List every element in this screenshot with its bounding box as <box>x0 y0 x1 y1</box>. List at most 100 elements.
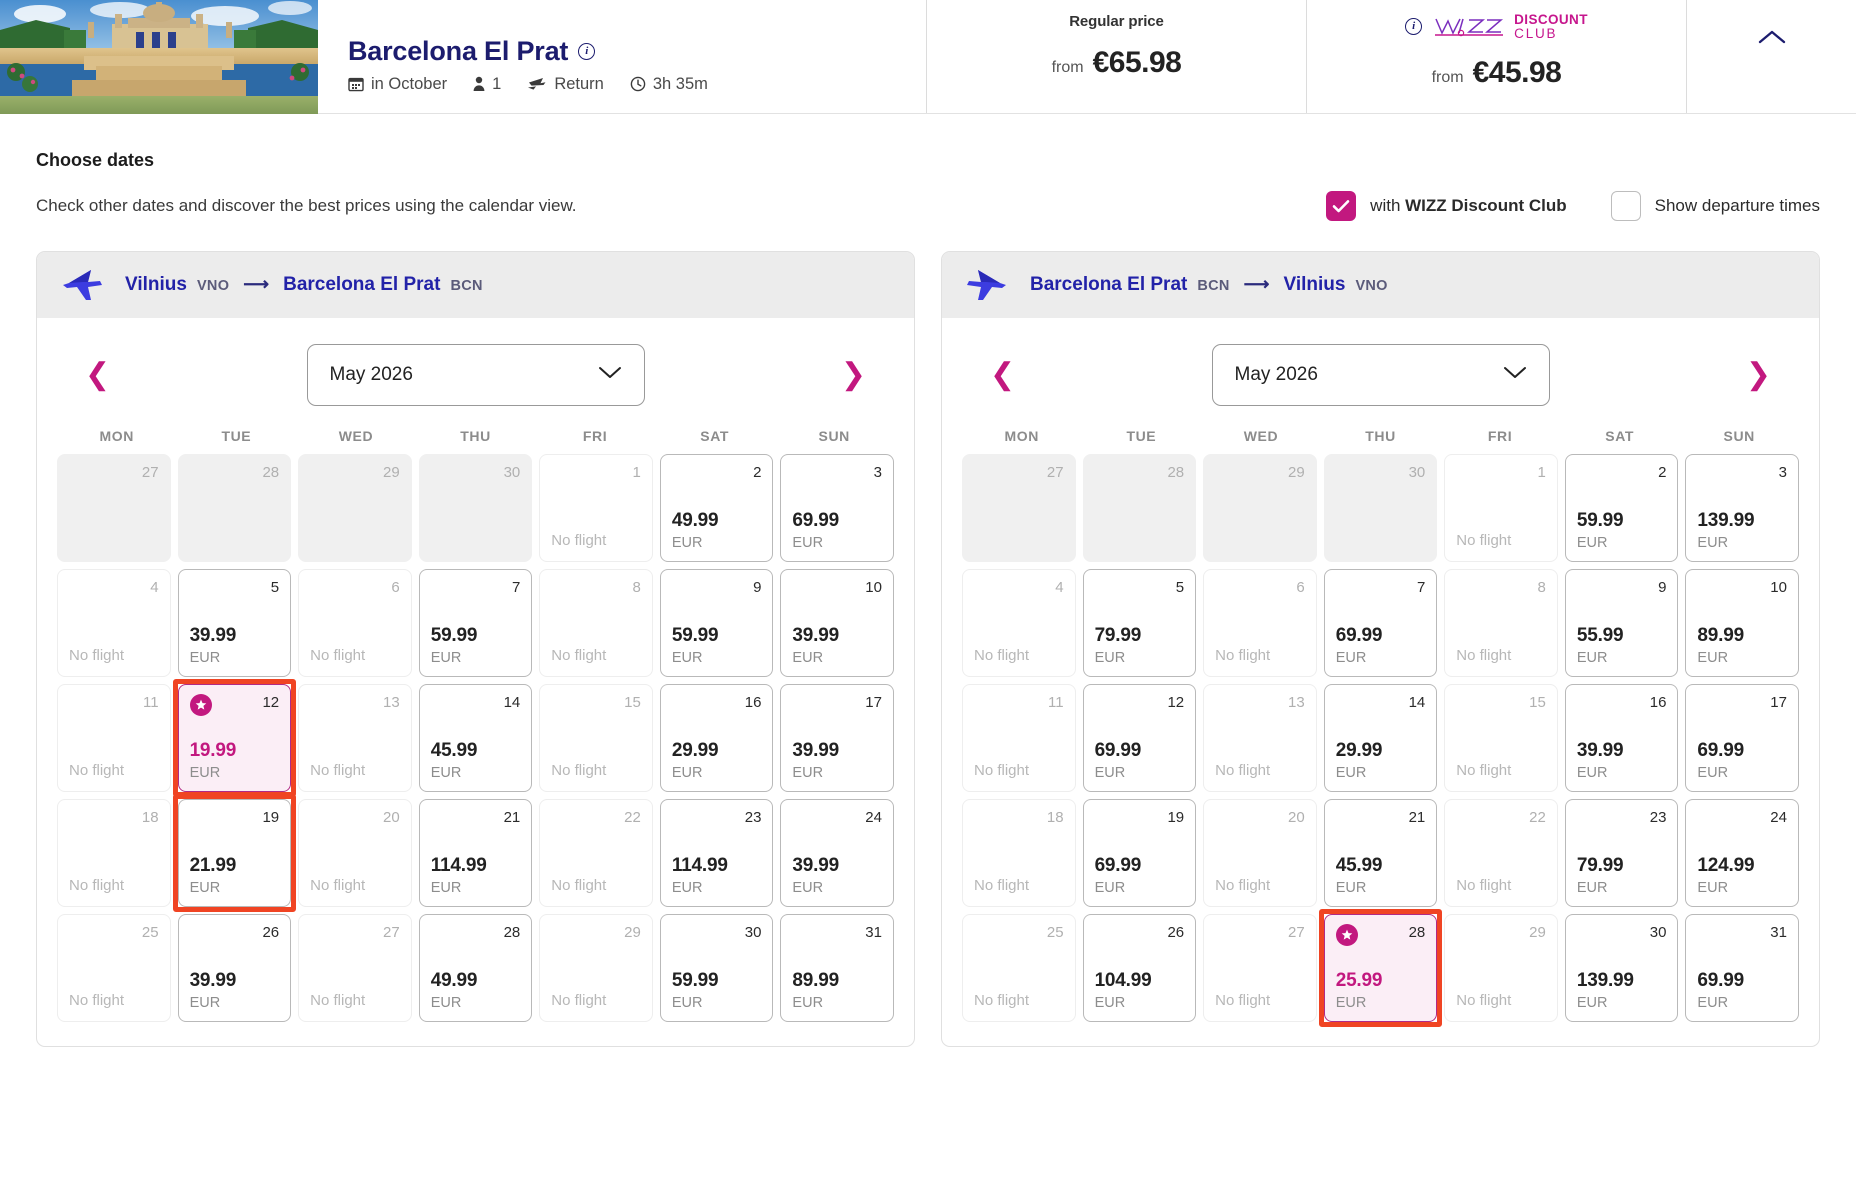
cell-top: 30 <box>672 924 762 946</box>
cell-price-block: 79.99 EUR <box>1577 855 1667 896</box>
calendar-cell-wrapper: 25 No flight <box>962 914 1076 1022</box>
cell-top: 30 <box>1577 924 1667 946</box>
cell-currency: EUR <box>671 880 703 896</box>
no-flight-label: No flight <box>69 992 125 1009</box>
calendar-day-10[interactable]: 10 89.99 EUR <box>1685 569 1799 677</box>
wdc-toggle[interactable]: with WIZZ Discount Club <box>1326 191 1567 221</box>
calendar-route: Barcelona El Prat BCN ⟶ Vilnius VNO <box>1030 274 1388 296</box>
calendar-cell-wrapper: 10 89.99 EUR <box>1685 569 1799 677</box>
cell-price: 139.99 <box>1697 510 1755 532</box>
calendar-day-19[interactable]: 19 21.99 EUR <box>177 799 292 907</box>
info-icon[interactable]: i <box>578 42 596 60</box>
calendar-header-outbound: Vilnius VNO ⟶ Barcelona El Prat BCN <box>37 252 914 318</box>
month-select-outbound[interactable]: May 2026 <box>306 344 645 406</box>
calendar-cell-wrapper: 23 114.99 EUR <box>659 799 774 907</box>
day-number: 11 <box>142 694 159 711</box>
chevron-up-icon[interactable] <box>1757 28 1787 51</box>
calendar-day-28[interactable]: 28 25.99 EUR <box>1323 914 1438 1022</box>
calendar-day-2[interactable]: 2 59.99 EUR <box>1564 454 1679 562</box>
calendar-day-16[interactable]: 16 29.99 EUR <box>659 684 774 792</box>
calendar-day-7[interactable]: 7 59.99 EUR <box>418 569 533 677</box>
cell-price-block: 29.99 EUR <box>1336 740 1426 781</box>
cell-top: 19 <box>190 809 280 831</box>
day-number: 19 <box>262 809 280 826</box>
calendar-day-28[interactable]: 28 49.99 EUR <box>418 914 533 1022</box>
cell-top: 22 <box>551 809 641 831</box>
calendar-day-12[interactable]: 12 19.99 EUR <box>177 684 292 792</box>
calendar-cell-wrapper: 31 69.99 EUR <box>1685 914 1799 1022</box>
calendar-day-26[interactable]: 26 39.99 EUR <box>177 914 292 1022</box>
chevron-right-icon[interactable]: ❯ <box>840 358 866 391</box>
calendar-day-9[interactable]: 9 55.99 EUR <box>1564 569 1679 677</box>
calendar-day-30[interactable]: 30 139.99 EUR <box>1564 914 1679 1022</box>
regular-price-label: Regular price <box>1069 13 1164 30</box>
cell-price-block: 39.99 EUR <box>190 625 280 666</box>
calendar-day-14[interactable]: 14 45.99 EUR <box>418 684 533 792</box>
chevron-down-icon <box>1503 364 1527 386</box>
cell-currency: EUR <box>430 880 462 896</box>
calendar-day-19[interactable]: 19 69.99 EUR <box>1082 799 1197 907</box>
wdc-checkbox[interactable] <box>1326 191 1357 221</box>
day-number: 24 <box>865 809 882 826</box>
weekday-mon: MON <box>1004 428 1040 444</box>
calendar-day-30[interactable]: 30 59.99 EUR <box>659 914 774 1022</box>
calendar-day-9[interactable]: 9 59.99 EUR <box>659 569 774 677</box>
cell-top: 25 <box>69 924 159 946</box>
weekday-sat: SAT <box>700 428 730 444</box>
cell-top: 6 <box>310 579 399 601</box>
departure-times-toggle[interactable]: Show departure times <box>1610 191 1820 221</box>
day-number: 12 <box>1167 694 1185 711</box>
cell-price-block: 25.99 EUR <box>1336 970 1426 1011</box>
cell-currency: EUR <box>430 650 462 666</box>
calendar-day-21[interactable]: 21 45.99 EUR <box>1323 799 1438 907</box>
calendar-icon <box>348 76 364 92</box>
cell-top: 13 <box>1215 694 1305 716</box>
departure-times-checkbox[interactable] <box>1610 191 1641 221</box>
cell-price-block: 89.99 EUR <box>1697 625 1787 666</box>
cell-price-block: 39.99 EUR <box>190 970 280 1011</box>
calendar-day-14[interactable]: 14 29.99 EUR <box>1323 684 1438 792</box>
day-number: 9 <box>753 579 762 596</box>
month-select-inbound[interactable]: May 2026 <box>1211 344 1550 406</box>
calendar-day-7[interactable]: 7 69.99 EUR <box>1323 569 1438 677</box>
cell-price: 39.99 <box>792 740 839 762</box>
calendar-day-24[interactable]: 24 39.99 EUR <box>780 799 894 907</box>
calendar-day-2[interactable]: 2 49.99 EUR <box>659 454 774 562</box>
calendar-day-12[interactable]: 12 69.99 EUR <box>1082 684 1197 792</box>
cell-top: 23 <box>1577 809 1667 831</box>
day-number: 2 <box>753 464 762 481</box>
cell-top: 30 <box>431 464 521 486</box>
calendar-day-3[interactable]: 3 139.99 EUR <box>1685 454 1799 562</box>
section-subtitle: Check other dates and discover the best … <box>36 196 577 215</box>
chevron-left-icon[interactable]: ❮ <box>85 358 111 391</box>
calendar-day-5[interactable]: 5 79.99 EUR <box>1082 569 1197 677</box>
cell-price-block: 69.99 EUR <box>1336 625 1426 666</box>
calendar-cell-wrapper: 3 69.99 EUR <box>780 454 894 562</box>
calendar-day-10[interactable]: 10 39.99 EUR <box>780 569 894 677</box>
chevron-left-icon[interactable]: ❮ <box>990 358 1016 391</box>
calendar-day-23[interactable]: 23 79.99 EUR <box>1564 799 1679 907</box>
regular-price-value: €65.98 <box>1092 46 1182 79</box>
calendar-cell-wrapper: 18 No flight <box>962 799 1076 907</box>
calendar-day-8: 8 No flight <box>539 569 653 677</box>
day-number: 13 <box>1288 694 1305 711</box>
calendar-day-31[interactable]: 31 89.99 EUR <box>780 914 894 1022</box>
calendar-day-31[interactable]: 31 69.99 EUR <box>1685 914 1799 1022</box>
chevron-right-icon[interactable]: ❯ <box>1745 358 1771 391</box>
no-flight-label: No flight <box>974 877 1030 894</box>
calendar-day-17[interactable]: 17 69.99 EUR <box>1685 684 1799 792</box>
day-number: 29 <box>624 924 641 941</box>
cell-top: 5 <box>190 579 279 601</box>
calendar-day-17[interactable]: 17 39.99 EUR <box>780 684 894 792</box>
calendar-day-23[interactable]: 23 114.99 EUR <box>659 799 774 907</box>
calendar-day-24[interactable]: 24 124.99 EUR <box>1685 799 1799 907</box>
calendar-day-16[interactable]: 16 39.99 EUR <box>1564 684 1679 792</box>
calendar-day-21[interactable]: 21 114.99 EUR <box>418 799 533 907</box>
cell-price-block: 79.99 EUR <box>1095 625 1185 666</box>
calendar-day-5[interactable]: 5 39.99 EUR <box>177 569 292 677</box>
info-icon[interactable]: i <box>1405 18 1423 35</box>
route-arrow-icon: ⟶ <box>1243 274 1270 294</box>
calendar-day-26[interactable]: 26 104.99 EUR <box>1082 914 1197 1022</box>
calendar-day-3[interactable]: 3 69.99 EUR <box>780 454 894 562</box>
calendar-cell-wrapper: 25 No flight <box>57 914 171 1022</box>
